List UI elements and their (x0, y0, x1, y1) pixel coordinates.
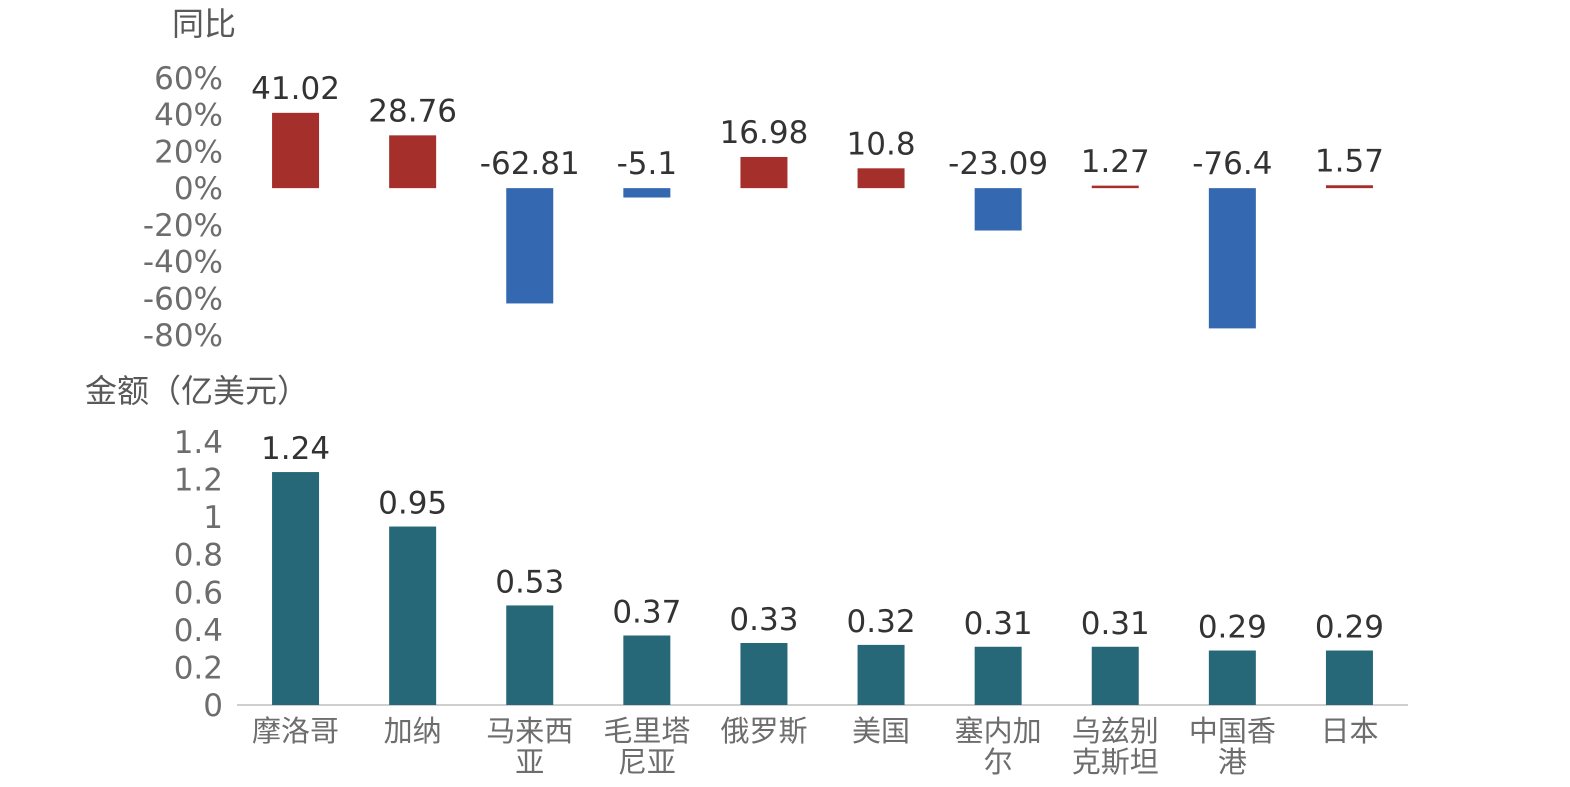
amount-y-tick-label: 0.6 (174, 575, 223, 611)
yoy-bar (740, 156, 788, 189)
yoy-bars (272, 112, 1373, 329)
category-label: 摩洛哥 (252, 714, 339, 748)
yoy-data-label: -76.4 (1192, 146, 1272, 182)
amount-y-tick-label: 0.2 (174, 650, 223, 686)
amount-data-label: 0.33 (729, 602, 798, 638)
amount-data-label: 0.95 (378, 486, 447, 522)
yoy-bar (272, 112, 320, 189)
yoy-data-label: 41.02 (251, 71, 340, 107)
yoy-bar (1208, 188, 1256, 329)
yoy-data-label: -5.1 (617, 146, 678, 182)
category-label: 美国 (852, 714, 910, 748)
amount-y-tick-label: 0.8 (174, 538, 223, 574)
amount-y-tick-label: 1.2 (174, 463, 223, 499)
yoy-data-label: 1.57 (1315, 143, 1384, 179)
amount-bar (272, 472, 320, 705)
amount-bar (389, 526, 437, 705)
yoy-data-label: -62.81 (480, 146, 580, 182)
category-label: 毛里塔尼亚 (603, 714, 690, 779)
amount-chart: 金额（亿美元） 1.41.210.80.60.40.20 1.24 0.95 0.5… (85, 372, 1408, 779)
category-label: 乌兹别克斯坦 (1072, 714, 1159, 779)
yoy-axis-title: 同比 (172, 5, 236, 43)
amount-data-label: 0.31 (1081, 606, 1150, 642)
yoy-y-tick-label: 20% (154, 134, 223, 170)
category-label: 马来西亚 (486, 714, 573, 779)
amount-data-label: 1.24 (261, 431, 330, 467)
amount-data-label: 0.53 (495, 564, 564, 600)
amount-data-labels: 1.24 0.95 0.53 0.37 0.33 0.32 0.31 0.31 0.29 0.29 (261, 431, 1384, 645)
amount-y-ticks: 1.41.210.80.60.40.20 (174, 425, 223, 724)
yoy-bar (623, 188, 671, 198)
yoy-y-tick-label: -80% (143, 318, 223, 354)
amount-data-label: 0.32 (847, 604, 916, 640)
amount-axis-title: 金额（亿美元） (85, 372, 309, 410)
category-label: 中国香港 (1189, 714, 1276, 779)
category-label: 日本 (1320, 714, 1378, 748)
yoy-data-label: 16.98 (720, 115, 809, 151)
yoy-data-labels: 41.02 28.76 -62.81 -5.1 16.98 10.8 -23.09 1.27 -… (251, 71, 1384, 182)
amount-bar (974, 646, 1022, 705)
yoy-y-tick-label: 40% (154, 98, 223, 134)
amount-data-label: 0.37 (612, 594, 681, 630)
amount-bar (857, 644, 905, 705)
yoy-y-tick-label: -60% (143, 281, 223, 317)
amount-bar (1091, 646, 1139, 705)
yoy-data-label: 10.8 (847, 126, 916, 162)
yoy-chart: 同比 60%40%20%0%-20%-40%-60%-80% 41.02 28.7… (143, 5, 1384, 354)
amount-bar (623, 635, 671, 705)
yoy-data-label: 28.76 (368, 93, 457, 129)
category-label: 塞内加尔 (955, 714, 1042, 779)
yoy-data-label: -23.09 (948, 146, 1048, 182)
yoy-y-ticks: 60%40%20%0%-20%-40%-60%-80% (143, 61, 223, 354)
yoy-bar (389, 135, 437, 189)
category-label: 俄罗斯 (720, 714, 807, 748)
yoy-bar (1091, 185, 1139, 189)
amount-bar (1208, 650, 1256, 705)
amount-bar (1325, 650, 1373, 705)
amount-bars (272, 472, 1373, 705)
amount-data-label: 0.29 (1198, 610, 1267, 646)
yoy-y-tick-label: -20% (143, 208, 223, 244)
yoy-y-tick-label: -40% (143, 245, 223, 281)
amount-y-tick-label: 0.4 (174, 613, 223, 649)
yoy-bar (1325, 185, 1373, 189)
yoy-y-tick-label: 0% (174, 171, 223, 207)
amount-y-tick-label: 1 (203, 500, 223, 536)
yoy-data-label: 1.27 (1081, 144, 1150, 180)
amount-y-tick-label: 0 (203, 688, 223, 724)
yoy-bar (974, 188, 1022, 231)
yoy-y-tick-label: 60% (154, 61, 223, 97)
amount-data-label: 0.31 (964, 606, 1033, 642)
amount-bar (740, 643, 788, 705)
yoy-bar (506, 188, 554, 304)
amount-bar (506, 605, 554, 705)
amount-data-label: 0.29 (1315, 610, 1384, 646)
amount-y-tick-label: 1.4 (174, 425, 223, 461)
yoy-bar (857, 168, 905, 189)
category-label: 加纳 (384, 714, 442, 748)
